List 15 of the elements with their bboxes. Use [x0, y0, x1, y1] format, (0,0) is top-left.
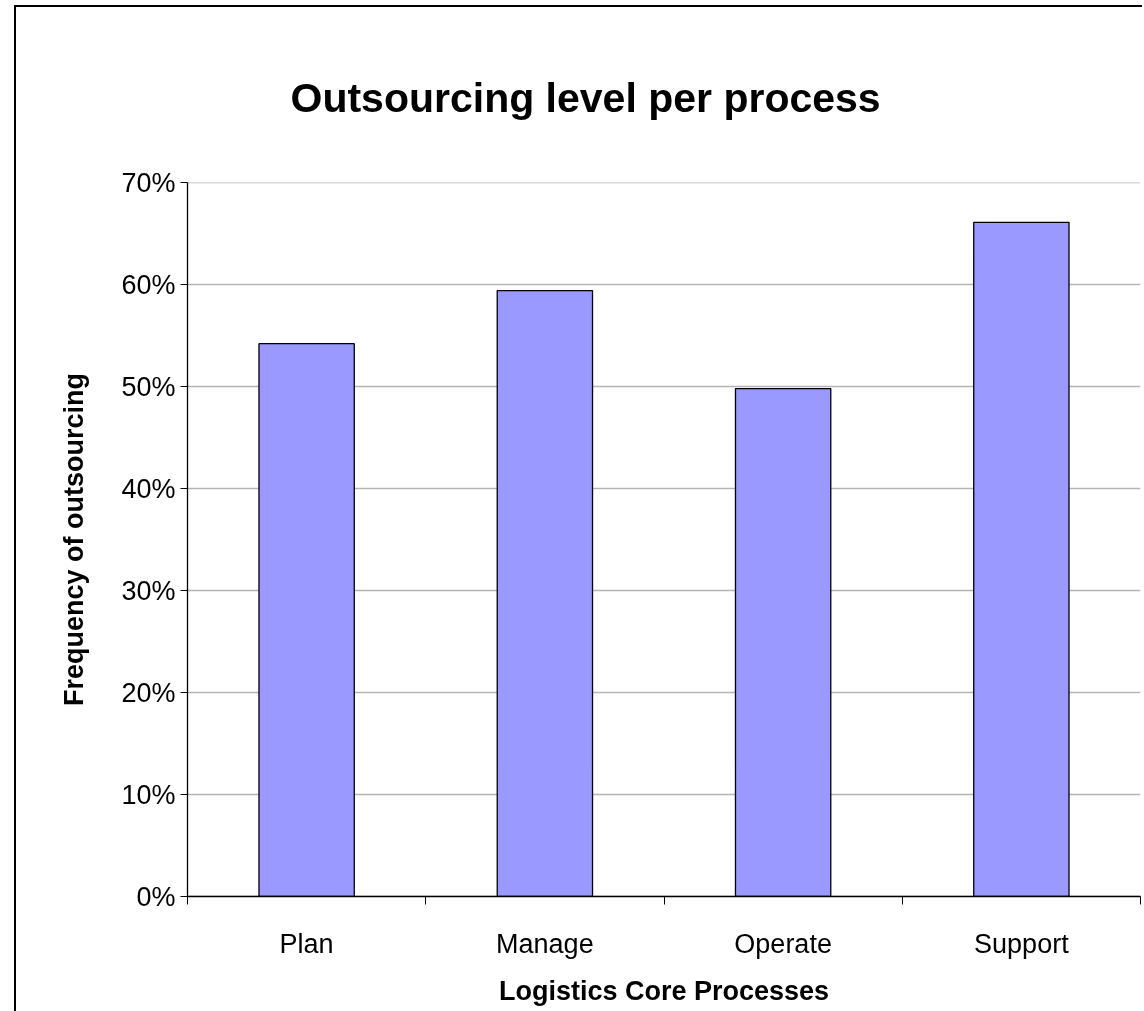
y-tick-label: 60% [121, 269, 176, 300]
y-tick-label: 10% [121, 779, 176, 810]
y-tick-label: 30% [121, 575, 176, 606]
x-tick-label: Support [974, 928, 1070, 959]
y-tick-label: 70% [121, 167, 176, 198]
chart-title: Outsourcing level per process [290, 74, 881, 121]
y-tick-label: 0% [136, 881, 176, 912]
x-tick-label: Plan [279, 928, 334, 959]
y-tick-label: 50% [121, 371, 176, 402]
y-axis-title: Frequency of outsourcing [59, 372, 90, 707]
y-tick-label: 40% [121, 473, 176, 504]
x-tick-label: Manage [496, 928, 594, 959]
y-tick-label: 20% [121, 677, 176, 708]
x-tick-label: Operate [734, 928, 832, 959]
x-axis-title: Logistics Core Processes [498, 975, 830, 1006]
